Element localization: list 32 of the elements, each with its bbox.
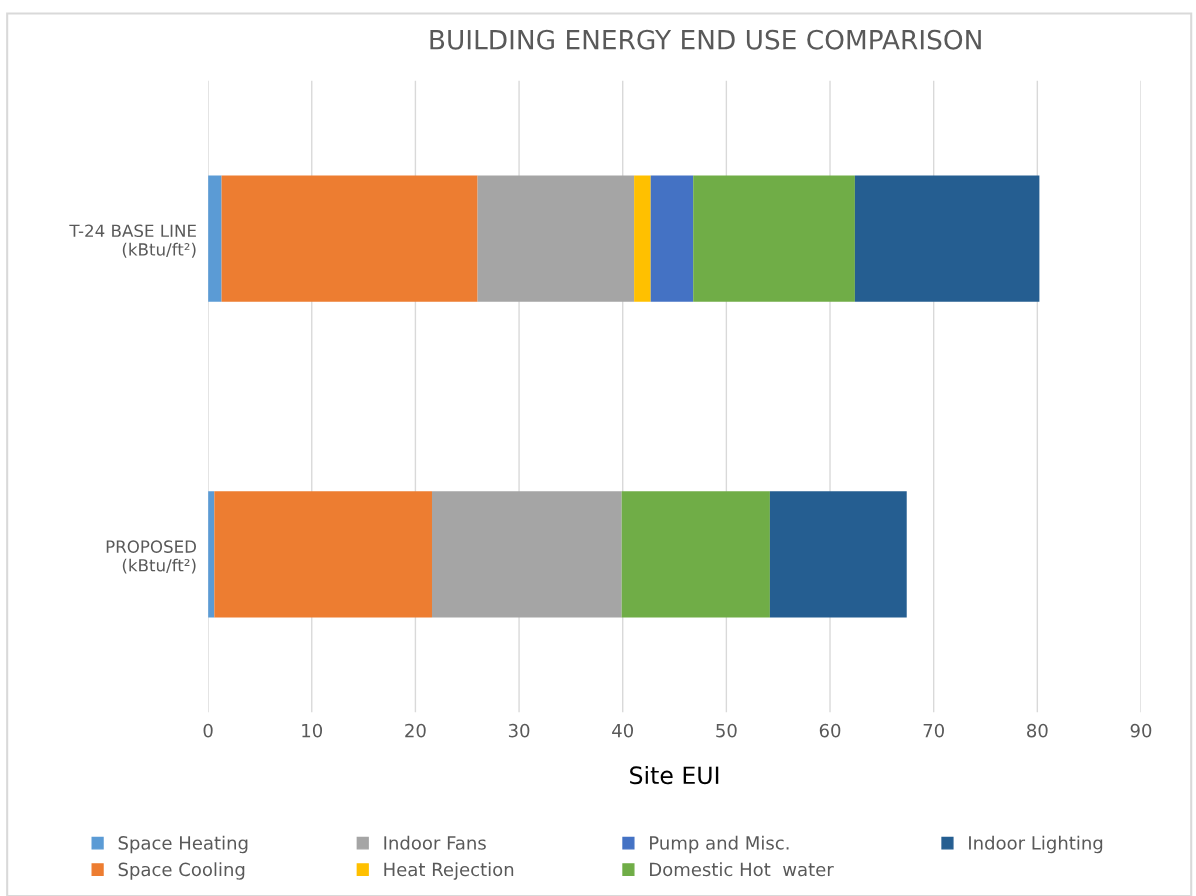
x-tick-label: 50 <box>716 723 737 738</box>
x-axis-title: Site EUI <box>630 765 719 785</box>
bar <box>208 175 222 302</box>
bar <box>769 491 907 618</box>
bar <box>621 491 770 618</box>
bar <box>477 175 635 302</box>
bar <box>693 175 855 302</box>
bar <box>214 491 432 618</box>
x-tick-label: 40 <box>612 723 634 738</box>
legend-label: Space Heating <box>118 835 248 854</box>
chart-title: BUILDING ENERGY END USE COMPARISON <box>430 29 981 50</box>
x-tick-label: 90 <box>1130 723 1152 738</box>
legend-label: Domestic Hot water <box>650 862 834 877</box>
legend-label: Indoor Lighting <box>969 835 1103 854</box>
x-tick-label: 80 <box>1027 723 1048 738</box>
x-tick-label: 60 <box>819 723 841 738</box>
bar <box>221 175 478 302</box>
legend-label: Space Cooling <box>118 862 245 880</box>
x-tick-label: 70 <box>923 723 944 738</box>
x-tick-label: 10 <box>302 723 323 738</box>
bar <box>650 175 694 302</box>
x-tick-label: 0 <box>203 723 213 738</box>
legend-label: Indoor Fans <box>384 835 486 850</box>
bar <box>854 175 1040 302</box>
legend-label: Pump and Misc. <box>650 835 789 854</box>
y-tick-label: T-24 BASE LINE (kBtu/ft²) <box>69 224 196 258</box>
y-tick-label: PROPOSED (kBtu/ft²) <box>106 540 197 574</box>
bar <box>634 175 651 302</box>
x-tick-label: 20 <box>405 723 426 738</box>
bar <box>432 491 622 618</box>
legend-label: Heat Rejection <box>384 862 514 880</box>
x-tick-label: 30 <box>508 723 530 738</box>
